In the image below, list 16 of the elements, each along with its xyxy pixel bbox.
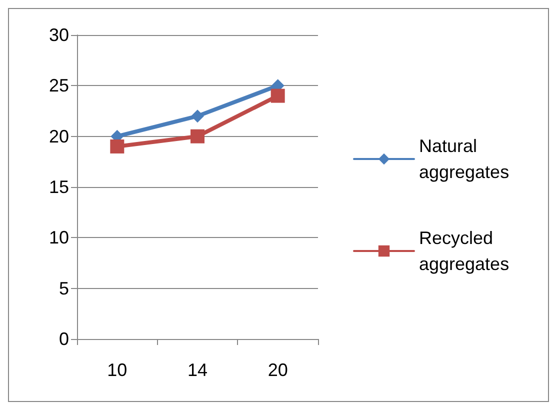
point	[270, 88, 285, 103]
y-tick-label: 10	[48, 228, 69, 248]
x-tick-label: 10	[107, 360, 128, 380]
x-tick-label: 20	[268, 360, 288, 380]
y-tick-label: 25	[48, 76, 69, 96]
y-tick-label: 5	[58, 278, 69, 298]
y-tick-label: 30	[48, 25, 69, 45]
y-tick-label: 0	[58, 329, 69, 349]
legend-label: Recycled aggregates	[419, 228, 510, 274]
point	[191, 110, 204, 123]
y-tick-label: 15	[48, 177, 69, 197]
legend-label: Natural aggregates	[419, 136, 510, 182]
y-tick-label: 20	[48, 126, 69, 146]
x-tick-label: 14	[187, 360, 208, 380]
point	[190, 129, 204, 144]
point	[110, 139, 124, 154]
